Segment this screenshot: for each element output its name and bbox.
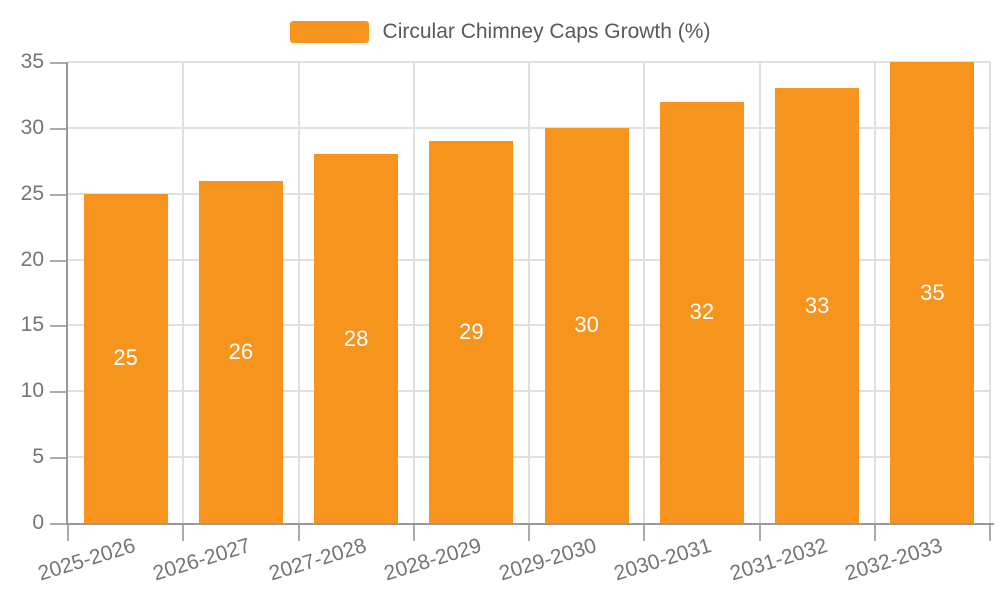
y-axis-tick xyxy=(50,325,66,328)
x-axis-tick xyxy=(67,525,69,541)
gridline-vertical xyxy=(528,62,530,523)
legend-label: Circular Chimney Caps Growth (%) xyxy=(382,20,711,43)
y-axis-tick xyxy=(50,193,66,196)
x-tick-label: 2025-2026 xyxy=(35,534,139,586)
gridline-vertical xyxy=(643,62,646,523)
y-axis-tick xyxy=(50,523,66,525)
gridline-vertical xyxy=(182,62,185,523)
y-tick-label: 30 xyxy=(20,115,44,139)
gridline-vertical xyxy=(758,62,761,523)
y-axis-tick xyxy=(50,457,66,460)
gridline-vertical xyxy=(989,62,991,523)
x-axis-tick xyxy=(989,525,991,541)
y-axis-tick xyxy=(50,259,66,262)
y-tick-label: 5 xyxy=(32,445,44,469)
bar-value-label: 26 xyxy=(228,338,254,364)
bar[interactable]: 35 xyxy=(890,62,975,523)
bar-value-label: 25 xyxy=(113,345,138,371)
y-tick-label: 35 xyxy=(20,50,44,73)
gridline-vertical xyxy=(873,62,876,523)
x-axis-tick xyxy=(182,525,185,541)
y-tick-label: 10 xyxy=(20,379,44,403)
bar-value-label: 30 xyxy=(574,312,599,338)
legend[interactable]: Circular Chimney Caps Growth (%) xyxy=(0,19,1000,45)
bar[interactable]: 26 xyxy=(198,180,283,523)
y-tick-label: 0 xyxy=(32,511,44,534)
x-axis-tick xyxy=(873,525,876,541)
x-axis-tick xyxy=(528,525,530,541)
bar-value-label: 29 xyxy=(459,319,484,344)
y-axis-tick xyxy=(50,127,66,130)
x-tick-label: 2031-2032 xyxy=(727,534,830,586)
y-tick-label: 15 xyxy=(20,313,44,337)
bar[interactable]: 29 xyxy=(429,141,514,523)
bar-value-label: 33 xyxy=(804,292,830,318)
x-axis-tick xyxy=(412,525,415,541)
x-tick-label: 2028-2029 xyxy=(381,534,485,586)
x-tick-label: 2030-2031 xyxy=(611,534,715,586)
x-axis-tick xyxy=(758,525,761,541)
x-axis-tick xyxy=(643,525,646,541)
y-tick-label: 25 xyxy=(20,181,44,205)
y-tick-label: 20 xyxy=(20,247,44,271)
bar-value-label: 35 xyxy=(920,279,945,305)
y-axis-tick xyxy=(50,62,66,64)
x-axis-tick xyxy=(297,525,300,541)
legend-swatch-icon xyxy=(289,21,369,43)
x-tick-label: 2027-2028 xyxy=(266,534,369,586)
gridline-vertical xyxy=(297,62,300,523)
x-tick-label: 2026-2027 xyxy=(150,534,254,586)
gridline-vertical xyxy=(412,62,415,523)
bar[interactable]: 33 xyxy=(775,88,860,523)
x-axis-line xyxy=(66,523,994,525)
y-axis-tick xyxy=(50,391,66,394)
x-tick-label: 2032-2033 xyxy=(842,534,946,586)
bar[interactable]: 32 xyxy=(659,101,744,523)
bar-value-label: 32 xyxy=(689,299,715,325)
bar[interactable]: 30 xyxy=(544,127,629,523)
bar[interactable]: 25 xyxy=(83,193,168,523)
bar[interactable]: 28 xyxy=(314,154,399,523)
bar-value-label: 28 xyxy=(343,325,369,351)
x-tick-label: 2029-2030 xyxy=(496,534,600,586)
y-axis-line xyxy=(66,62,68,523)
